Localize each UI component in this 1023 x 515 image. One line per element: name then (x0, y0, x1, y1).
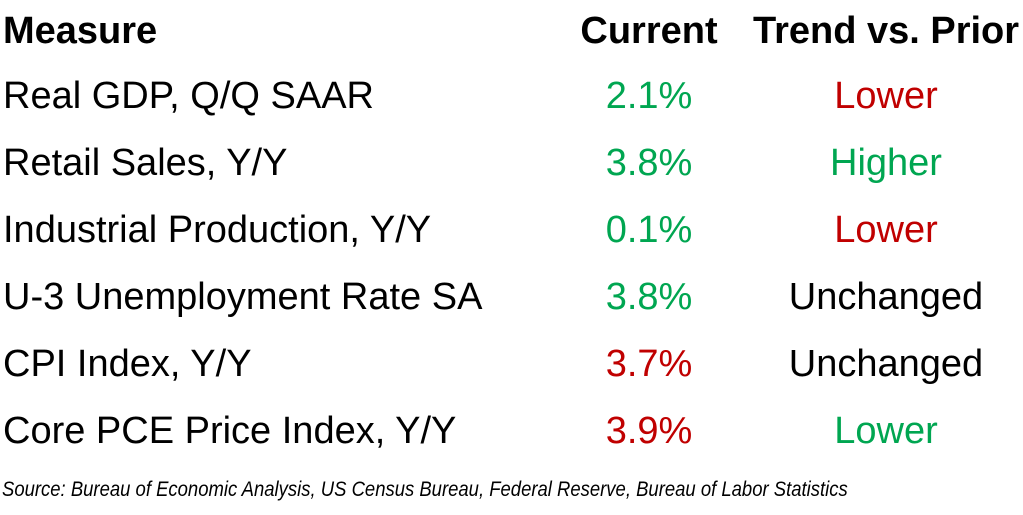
current-value: 3.8% (605, 141, 693, 184)
table-row: Core PCE Price Index, Y/Y 3.9% Lower (0, 397, 1023, 464)
current-value: 3.9% (605, 409, 693, 452)
current-value: 0.1% (605, 208, 693, 251)
table-header-row: Measure Current Trend vs. Prior (0, 0, 1023, 62)
trend-value: Lower (834, 409, 938, 452)
current-value: 3.8% (605, 275, 693, 318)
measure-label: CPI Index, Y/Y (3, 342, 252, 385)
trend-value: Lower (834, 208, 938, 251)
current-value: 3.7% (605, 342, 693, 385)
column-header-measure: Measure (3, 10, 158, 52)
table-row: Industrial Production, Y/Y 0.1% Lower (0, 196, 1023, 263)
table-row: CPI Index, Y/Y 3.7% Unchanged (0, 330, 1023, 397)
table-row: U-3 Unemployment Rate SA 3.8% Unchanged (0, 263, 1023, 330)
measure-label: Industrial Production, Y/Y (3, 208, 432, 251)
trend-value: Unchanged (788, 342, 984, 385)
source-note: Source: Bureau of Economic Analysis, US … (2, 477, 848, 501)
trend-value: Higher (830, 141, 942, 184)
column-header-current: Current (580, 10, 718, 52)
trend-value: Unchanged (788, 275, 984, 318)
table-row: Retail Sales, Y/Y 3.8% Higher (0, 129, 1023, 196)
current-value: 2.1% (605, 74, 693, 117)
measure-label: U-3 Unemployment Rate SA (3, 275, 483, 318)
measure-label: Real GDP, Q/Q SAAR (3, 74, 374, 117)
measure-label: Core PCE Price Index, Y/Y (3, 409, 457, 452)
table-row: Real GDP, Q/Q SAAR 2.1% Lower (0, 62, 1023, 129)
source-note-bar: Source: Bureau of Economic Analysis, US … (0, 464, 1023, 515)
trend-value: Lower (834, 74, 938, 117)
measure-label: Retail Sales, Y/Y (3, 141, 288, 184)
column-header-trend-vs-prior: Trend vs. Prior (752, 10, 1020, 52)
